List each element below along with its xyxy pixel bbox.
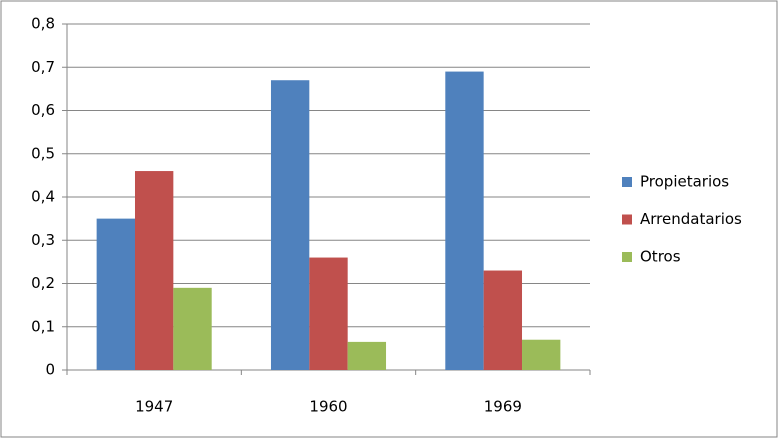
legend-label: Arrendatarios (640, 210, 742, 228)
y-tick-label: 0,7 (31, 58, 55, 76)
x-tick-label: 1947 (135, 398, 173, 416)
y-tick-label: 0,2 (31, 274, 55, 292)
legend-swatch (622, 252, 632, 262)
legend-label: Propietarios (640, 173, 729, 191)
y-tick-label: 0,1 (31, 317, 55, 335)
bar (483, 270, 523, 370)
bar (347, 341, 387, 370)
bar (445, 71, 484, 370)
x-tick-label: 1960 (309, 398, 347, 416)
y-tick-label: 0 (45, 361, 55, 379)
legend-label: Otros (640, 248, 681, 266)
legend-swatch (622, 214, 632, 225)
legend-swatch (622, 177, 632, 187)
y-tick-label: 0,5 (31, 144, 55, 162)
bar (309, 257, 348, 370)
bar (96, 218, 135, 370)
y-tick-label: 0,8 (31, 15, 55, 33)
y-tick-label: 0,6 (31, 101, 55, 119)
y-tick-label: 0,4 (31, 188, 55, 206)
bar (134, 171, 174, 370)
bar (522, 339, 561, 370)
bar (270, 80, 310, 370)
x-tick-label: 1969 (484, 398, 522, 416)
bar (173, 287, 212, 370)
y-tick-label: 0,3 (31, 231, 55, 249)
